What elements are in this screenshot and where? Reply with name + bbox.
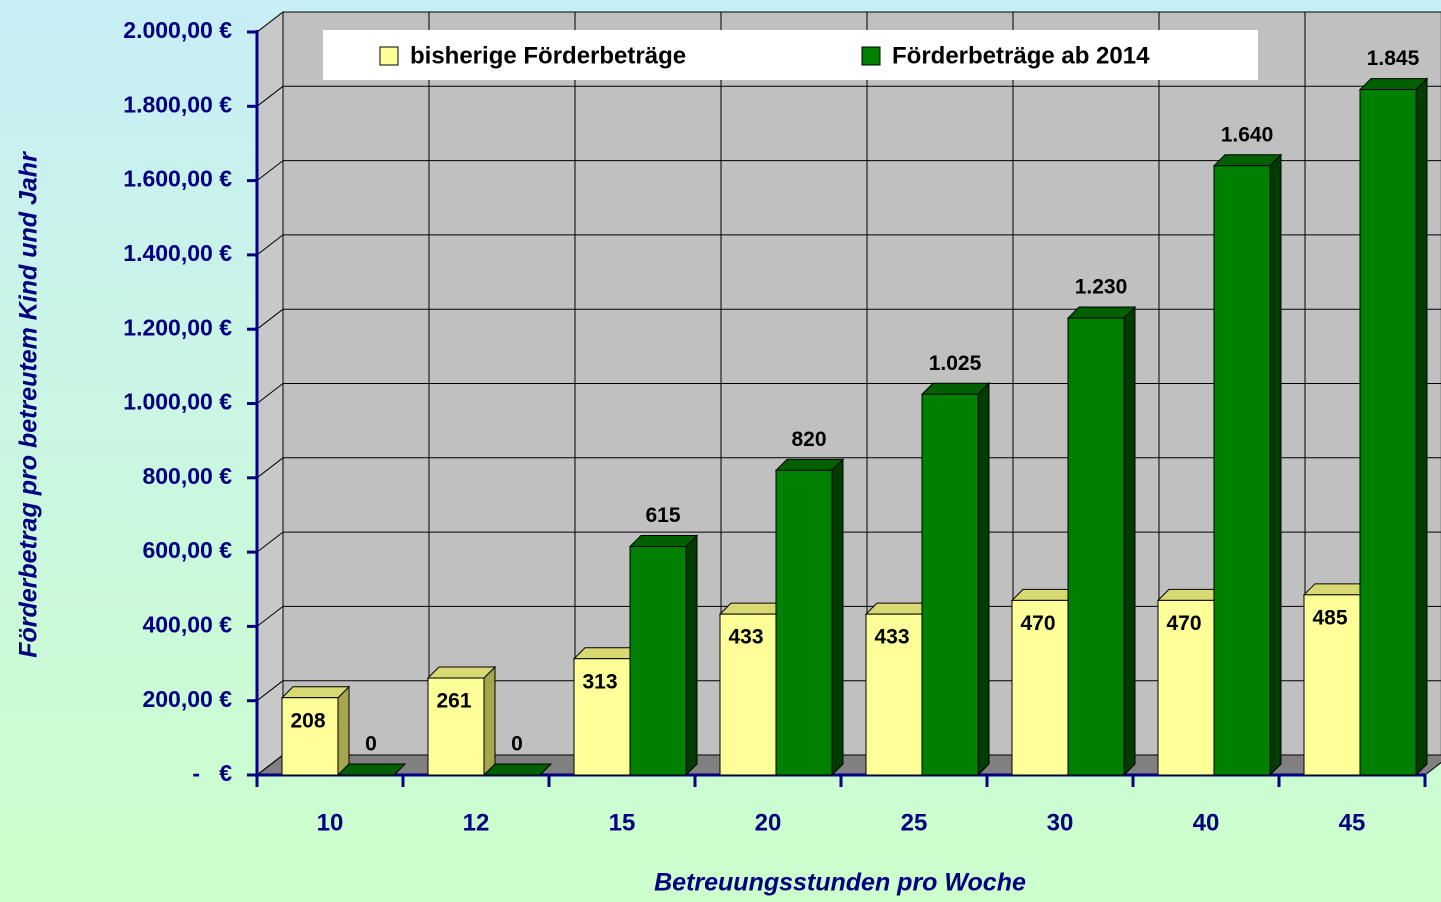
- grid-line-side: [256, 680, 284, 702]
- data-label: 261: [436, 690, 471, 713]
- bar-top: [1358, 78, 1429, 91]
- bar: [1213, 165, 1271, 776]
- x-tick-label: 12: [463, 809, 490, 836]
- bar: [1303, 594, 1361, 776]
- data-label: 0: [511, 733, 523, 756]
- y-tick-label: 1.600,00 €: [123, 166, 232, 192]
- x-tick-label: 15: [609, 809, 636, 836]
- x-tick-label: 25: [901, 809, 928, 836]
- bar-side: [977, 382, 990, 777]
- bar-top: [336, 763, 407, 776]
- bar-side: [831, 458, 844, 777]
- y-tick-label: 800,00 €: [142, 463, 232, 489]
- bar: [1067, 317, 1125, 776]
- data-label: 1.230: [1075, 276, 1128, 299]
- y-tick-label: - €: [192, 760, 232, 786]
- data-label: 820: [791, 428, 826, 451]
- legend-label: Förderbeträge ab 2014: [892, 42, 1150, 69]
- bar-top: [1066, 306, 1137, 319]
- grid-line-side: [256, 308, 284, 330]
- data-label: 485: [1312, 606, 1347, 629]
- x-axis-title: Betreuungsstunden pro Woche: [654, 869, 1026, 897]
- data-label: 615: [645, 504, 680, 527]
- data-label: 313: [582, 670, 617, 693]
- bar: [921, 393, 979, 776]
- y-tick-label: 1.000,00 €: [123, 389, 232, 415]
- legend-box: [323, 30, 1258, 80]
- bar-top: [1212, 154, 1283, 167]
- data-label: 0: [365, 733, 377, 756]
- x-tick-label: 45: [1339, 809, 1366, 836]
- x-tick-label: 10: [317, 809, 344, 836]
- y-tick-label: 2.000,00 €: [123, 17, 232, 43]
- y-tick-label: 600,00 €: [142, 537, 232, 563]
- data-label: 433: [874, 626, 909, 649]
- bar: [719, 613, 777, 776]
- y-tick-label: 400,00 €: [142, 611, 232, 637]
- grid-line-side: [256, 606, 284, 627]
- grid-line-side: [256, 531, 284, 553]
- data-label: 1.845: [1367, 47, 1420, 70]
- grid-line-side: [256, 383, 284, 404]
- y-tick-label: 200,00 €: [142, 686, 232, 712]
- x-tick-label: 20: [755, 809, 782, 836]
- legend-label: bisherige Förderbeträge: [410, 42, 686, 69]
- legend-swatch: [379, 46, 399, 66]
- y-axis-title: Förderbetrag pro betreutem Kind und Jahr: [15, 151, 43, 658]
- x-tick-label: 30: [1047, 809, 1074, 836]
- bar-side: [1269, 153, 1282, 777]
- bar-top: [920, 382, 991, 395]
- data-label: 1.025: [929, 352, 982, 375]
- plot-area: - € 200,00 € 400,00 € 600,00 € 800,00 € 1.000…: [123, 10, 1441, 836]
- bar-side: [337, 685, 350, 777]
- grid-line-side: [256, 160, 284, 181]
- y-tick-label: 1.200,00 €: [123, 314, 232, 340]
- bar: [1011, 599, 1069, 776]
- bar: [775, 469, 833, 776]
- bar-top: [280, 686, 351, 699]
- data-label: 470: [1020, 612, 1055, 635]
- bar: [573, 658, 631, 776]
- data-label: 1.640: [1221, 123, 1274, 146]
- grid-line-side: [256, 457, 284, 479]
- data-label: 470: [1166, 612, 1201, 635]
- grid-line-side: [256, 754, 284, 776]
- data-label: 208: [290, 709, 325, 732]
- bar: [427, 677, 485, 776]
- legend-swatch: [861, 46, 881, 66]
- grid-line-side: [256, 11, 284, 33]
- x-tick-label: 40: [1193, 809, 1220, 836]
- bar-side: [1123, 305, 1136, 777]
- bar: [1157, 599, 1215, 776]
- bar-top: [426, 666, 497, 679]
- bar: [629, 546, 687, 776]
- y-tick-label: 1.400,00 €: [123, 240, 232, 266]
- bar: [865, 613, 923, 776]
- bar-side: [1415, 77, 1428, 777]
- bar-side: [483, 665, 496, 777]
- bar-top: [482, 763, 553, 776]
- bar-side: [685, 534, 698, 777]
- bar-top: [628, 535, 699, 548]
- bar-top: [774, 458, 845, 471]
- grid-line-side: [256, 234, 284, 256]
- bar: [281, 697, 339, 776]
- bar: [1359, 89, 1417, 776]
- y-tick-label: 1.800,00 €: [123, 91, 232, 117]
- grid-line-side: [256, 85, 284, 107]
- data-label: 433: [728, 626, 763, 649]
